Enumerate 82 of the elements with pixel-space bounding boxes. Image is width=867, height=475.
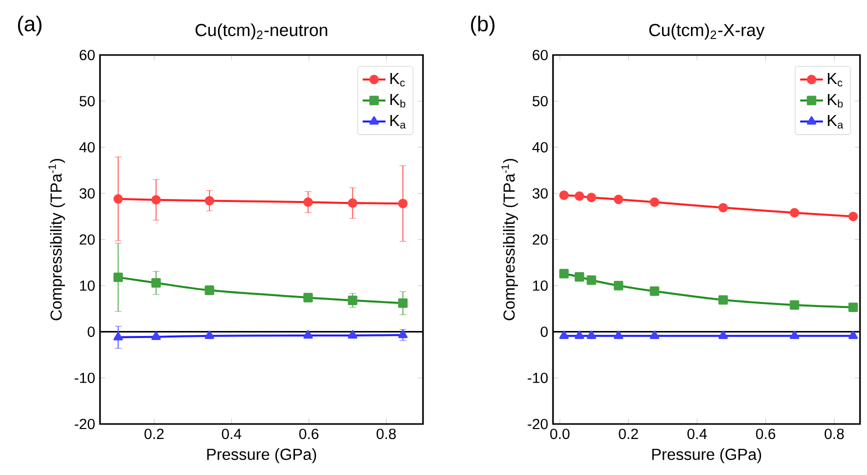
point xyxy=(574,191,584,201)
point xyxy=(559,190,569,200)
point xyxy=(574,272,584,282)
x-tick-label: 0.8 xyxy=(376,428,396,440)
y-tick-label: 20 xyxy=(80,234,95,245)
text: (a) xyxy=(18,16,42,36)
point xyxy=(204,330,214,340)
y-tick-label: 10 xyxy=(80,280,95,291)
y-tick-label: 30 xyxy=(80,188,95,199)
x-tick-label: 0.6 xyxy=(299,428,318,440)
y-tick-label: -20 xyxy=(528,418,548,430)
point xyxy=(614,330,624,340)
x-tick-label: 0.0 xyxy=(550,428,570,440)
point xyxy=(586,192,596,202)
point xyxy=(614,280,624,290)
point xyxy=(204,196,214,206)
x-tick-label: 0.2 xyxy=(618,428,638,440)
y-tick-label: -20 xyxy=(74,418,95,430)
point xyxy=(303,197,313,207)
y-tick-label: 10 xyxy=(533,280,548,291)
y-tick-label: -10 xyxy=(528,372,548,384)
point xyxy=(650,286,660,296)
point xyxy=(790,208,800,218)
point xyxy=(650,330,660,340)
point xyxy=(718,330,728,340)
x-tick-label: 0.4 xyxy=(222,428,242,440)
point xyxy=(848,330,858,340)
point xyxy=(718,295,728,305)
point xyxy=(348,330,358,339)
y-tick-label: 50 xyxy=(532,96,548,106)
chart-title: Cu(tcm)$_{2}$-neutron xyxy=(196,23,328,40)
point xyxy=(559,330,569,340)
y-tick-label: 40 xyxy=(79,142,95,152)
x-tick-label: 0.8 xyxy=(824,428,844,440)
point xyxy=(348,198,358,208)
point xyxy=(650,197,660,207)
legend-label: K$_{b}$ xyxy=(828,94,843,108)
legend-label: K$_{a}$ xyxy=(828,115,844,129)
x-tick-label: 0.6 xyxy=(756,428,776,440)
point xyxy=(718,202,728,212)
point xyxy=(113,194,123,204)
y-tick-label: 20 xyxy=(532,234,548,245)
y-tick-label: 60 xyxy=(80,50,95,60)
x-tick-label: 0.4 xyxy=(687,428,707,440)
point xyxy=(848,302,858,312)
point xyxy=(790,330,800,340)
point xyxy=(151,195,161,205)
legend-label: K$_{c}$ xyxy=(828,73,842,87)
text: (b) xyxy=(471,16,494,36)
point xyxy=(790,300,800,310)
point xyxy=(574,330,584,340)
point xyxy=(586,330,596,340)
y-axis-title: Compressibility (TPa$^{-1}$) xyxy=(501,158,518,320)
x-axis-title: Pressure (GPa) xyxy=(207,448,316,464)
legend-label: K$_{a}$ xyxy=(390,115,406,129)
y-axis-title: Compressibility (TPa$^{-1}$) xyxy=(48,158,65,320)
y-tick-label: 40 xyxy=(532,142,548,152)
x-axis-title: Pressure (GPa) xyxy=(652,448,762,464)
y-tick-label: 50 xyxy=(80,96,95,106)
point xyxy=(151,332,161,340)
point xyxy=(559,268,569,278)
point xyxy=(303,330,313,339)
y-tick-label: 60 xyxy=(532,50,548,60)
point xyxy=(151,278,161,288)
legend-label: K$_{b}$ xyxy=(390,94,406,108)
point xyxy=(348,296,358,306)
y-tick-label: 0 xyxy=(88,326,95,337)
point xyxy=(113,272,123,282)
point xyxy=(398,330,408,338)
point xyxy=(398,198,408,208)
point xyxy=(848,212,858,222)
y-tick-label: 0 xyxy=(540,326,548,337)
point xyxy=(113,332,123,340)
legend-label: K$_{c}$ xyxy=(390,73,405,87)
point xyxy=(586,275,596,285)
point xyxy=(303,292,313,302)
point xyxy=(398,298,408,308)
x-tick-label: 0.2 xyxy=(144,428,164,440)
y-tick-label: -10 xyxy=(74,372,95,384)
y-tick-label: 30 xyxy=(532,188,548,199)
point xyxy=(614,194,624,204)
chart-title: Cu(tcm)$_{2}$-X-ray xyxy=(649,23,765,40)
